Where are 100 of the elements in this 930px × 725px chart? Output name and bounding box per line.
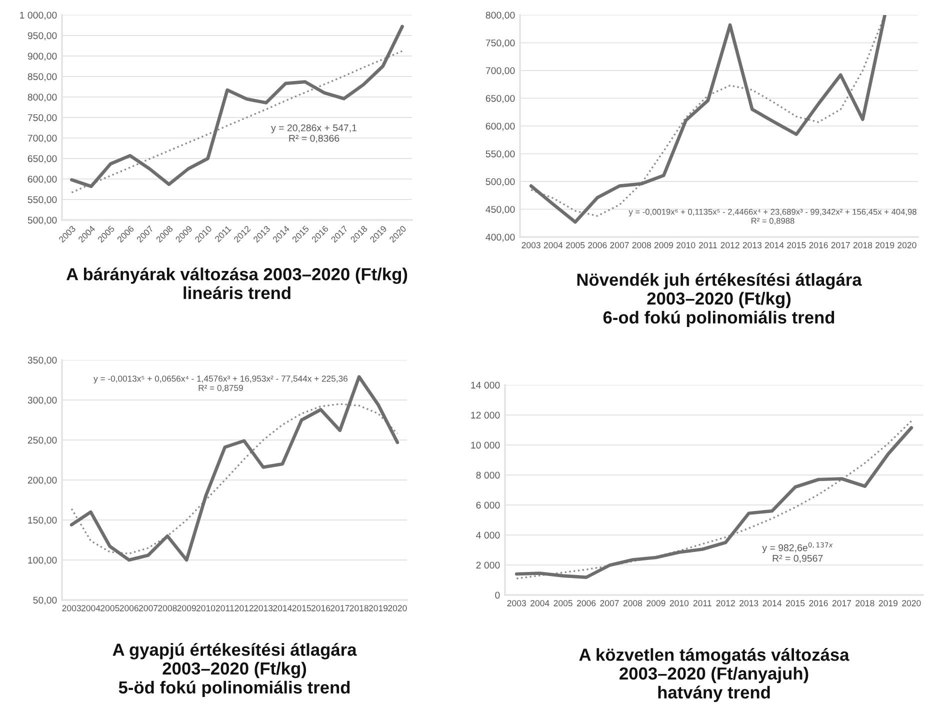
x-tick-label: 2004 <box>544 242 563 248</box>
x-tick-label: 2020 <box>898 242 916 248</box>
y-tick-label: 14 000 <box>471 382 500 389</box>
x-tick-label: 2009 <box>177 605 196 612</box>
annotation: y = -0,0013x⁵ + 0,0656x⁴ - 1,4576x³ + 16,953x² - 77,544x + 225,36 R² = 0,8759 <box>94 376 348 392</box>
y-tick-label: 600,00 <box>28 176 57 184</box>
x-tick-label: 2019 <box>368 605 388 612</box>
y-tick-label: 650,00 <box>28 155 57 164</box>
x-tick-label: 2006 <box>576 600 596 606</box>
x-tick-label: 2014 <box>273 605 292 612</box>
y-tick-label: 250,00 <box>28 436 57 445</box>
y-tick-label: 6 000 <box>476 502 500 509</box>
line-series <box>70 403 398 554</box>
x-tick-label: 2016 <box>809 600 828 606</box>
x-tick-label: 2010 <box>196 605 216 612</box>
y-tick-label: 400,00 <box>486 234 515 242</box>
y-tick-label: 800,00 <box>28 94 57 102</box>
x-tick-label: 2019 <box>876 242 894 248</box>
x-tick-label: 2005 <box>100 605 120 612</box>
y-tick-label: 900,00 <box>28 52 57 61</box>
x-tick-label: 2017 <box>831 242 850 248</box>
y-tick-label: 500,00 <box>28 216 57 225</box>
x-tick-label: 2012 <box>720 242 740 248</box>
y-tick-label: 500,00 <box>486 178 515 186</box>
y-tick-label: 12 000 <box>471 412 500 419</box>
x-tick-label: 2009 <box>654 242 674 248</box>
y-tick-label: 0 <box>495 592 500 599</box>
x-tick-label: 2011 <box>698 242 717 248</box>
y-tick-label: 10 000 <box>471 442 500 449</box>
x-tick-label: 2015 <box>292 605 311 612</box>
y-tick-label: 300,00 <box>28 396 57 405</box>
y-tick-label: 950,00 <box>28 32 57 40</box>
y-tick-label: 200,00 <box>28 476 57 485</box>
x-tick-label: 2007 <box>600 600 619 606</box>
annotation: y = -0,0019x⁶ + 0,1135x⁵ - 2,4466x⁴ + 23,689x³ - 99,342x² + 156,45x + 404,98 R² = 0,8988 <box>628 208 916 225</box>
annotation: y = 982,6e$^{0,137x}$ R² = 0,9567 <box>762 542 833 563</box>
y-tick-label: 100,00 <box>28 556 57 565</box>
y-tick-label: 150,00 <box>28 516 57 525</box>
y-tick-label: 850,00 <box>28 73 57 82</box>
x-tick-label: 2015 <box>786 600 805 606</box>
x-tick-label: 2003 <box>522 242 540 248</box>
x-tick-label: 2005 <box>554 600 572 606</box>
x-tick-label: 2007 <box>610 242 629 248</box>
line-series <box>70 24 404 188</box>
x-tick-label: 2008 <box>623 600 642 606</box>
x-tick-label: 2017 <box>330 605 350 612</box>
x-tick-label: 2004 <box>81 605 100 612</box>
x-tick-label: 2014 <box>762 600 782 606</box>
text: A bárányárak változása 2003–2020 (Ft/kg) lineáris trend <box>66 267 408 300</box>
y-tick-label: 8 000 <box>476 472 500 479</box>
x-tick-label: 2008 <box>158 605 177 612</box>
text: A gyapjú értékesítési átlagára 2003–2020 (Ft/kg) 5-öd fokú polinomiális trend <box>112 642 357 698</box>
x-tick-label: 2016 <box>311 605 330 612</box>
x-tick-label: 2007 <box>138 605 158 612</box>
x-tick-label: 2012 <box>716 600 735 606</box>
x-tick-label: 2008 <box>632 242 651 248</box>
x-tick-label: 2014 <box>764 242 784 248</box>
x-tick-label: 2004 <box>530 600 550 606</box>
y-tick-label: 750,00 <box>486 39 515 48</box>
y-tick-label: 600,00 <box>486 122 515 131</box>
x-tick-label: 2010 <box>670 600 689 606</box>
x-tick-label: 2011 <box>216 605 234 612</box>
y-tick-label: 550,00 <box>28 196 57 204</box>
text: A közvetlen támogatás változása 2003–2020 (Ft/anyajuh) hatvány trend <box>579 648 850 702</box>
y-tick-label: 550,00 <box>486 150 515 159</box>
x-tick-label: 2013 <box>740 600 758 606</box>
x-tick-label: 2018 <box>350 605 368 612</box>
x-tick-label: 2009 <box>646 600 666 606</box>
y-tick-label: 450,00 <box>486 206 515 214</box>
x-tick-label: 2013 <box>742 242 762 248</box>
y-tick-label: 350,00 <box>28 356 57 365</box>
x-tick-label: 2005 <box>566 242 585 248</box>
x-tick-label: 2018 <box>856 600 874 606</box>
y-tick-label: 700,00 <box>28 134 57 143</box>
line-series <box>70 375 400 562</box>
x-tick-label: 2006 <box>120 605 138 612</box>
y-tick-label: 2 000 <box>476 562 500 569</box>
x-tick-label: 2006 <box>588 242 607 248</box>
line-series <box>70 50 404 194</box>
x-tick-label: 2013 <box>254 605 273 612</box>
text: Növendék juh értékesítési átlagára 2003–2020 (Ft/kg) 6-od fokú polinomiális trend <box>577 272 862 328</box>
annotation: y = 20,286x + 547,1 R² = 0,8366 <box>271 124 356 143</box>
x-tick-label: 2019 <box>878 600 898 606</box>
x-tick-label: 2016 <box>809 242 828 248</box>
x-tick-label: 2020 <box>388 605 407 612</box>
x-tick-label: 2017 <box>832 600 852 606</box>
y-tick-label: 1 000,00 <box>20 12 57 20</box>
y-tick-label: 50,00 <box>33 596 57 605</box>
y-tick-label: 700,00 <box>486 67 515 76</box>
x-tick-label: 2003 <box>62 605 81 612</box>
x-tick-label: 2012 <box>234 605 254 612</box>
x-tick-label: 2010 <box>676 242 696 248</box>
x-tick-label: 2003 <box>507 600 526 606</box>
y-tick-label: 650,00 <box>486 94 515 104</box>
y-tick-label: 4 000 <box>476 532 500 539</box>
x-tick-label: 2015 <box>787 242 806 248</box>
x-tick-label: 2018 <box>853 242 872 248</box>
x-tick-label: 2011 <box>693 600 712 606</box>
y-tick-label: 800,00 <box>486 12 515 20</box>
y-tick-label: 750,00 <box>28 114 57 122</box>
